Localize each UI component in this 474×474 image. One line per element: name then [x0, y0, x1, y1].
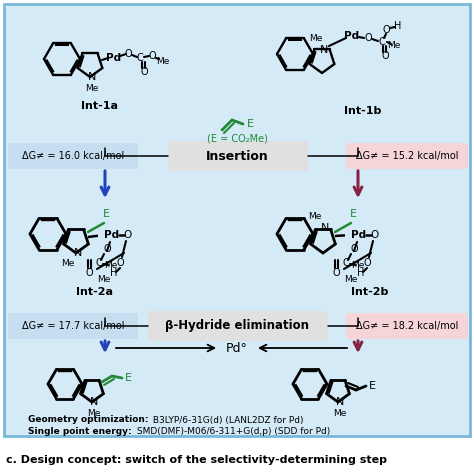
Text: Int-1b: Int-1b [344, 106, 382, 116]
Text: H: H [110, 268, 118, 278]
Text: Me: Me [97, 274, 111, 283]
FancyBboxPatch shape [346, 313, 468, 339]
Text: Insertion: Insertion [206, 149, 268, 163]
Text: O: O [350, 244, 358, 254]
Text: Me: Me [310, 34, 323, 43]
Text: E: E [368, 381, 375, 391]
FancyBboxPatch shape [8, 143, 138, 169]
Text: O: O [124, 230, 132, 240]
Text: N: N [88, 72, 96, 82]
Text: Me: Me [87, 409, 100, 418]
Text: Me: Me [308, 211, 322, 220]
Text: H: H [394, 21, 401, 31]
Text: Pd°: Pd° [226, 341, 248, 355]
Text: O: O [381, 51, 389, 61]
Text: N: N [90, 397, 98, 407]
Text: c. Design concept: switch of the selectivity-determining step: c. Design concept: switch of the selecti… [6, 455, 387, 465]
Text: Geometry optimization:: Geometry optimization: [28, 416, 148, 425]
FancyBboxPatch shape [4, 4, 470, 436]
Text: Pd: Pd [104, 230, 119, 240]
Text: E: E [102, 209, 109, 219]
Text: Me: Me [156, 56, 170, 65]
Text: C: C [96, 258, 102, 268]
Text: Pd: Pd [345, 31, 360, 41]
Text: O: O [364, 33, 372, 43]
Text: N: N [74, 248, 82, 258]
Text: β-Hydride elimination: β-Hydride elimination [165, 319, 309, 332]
Text: Me: Me [351, 261, 365, 270]
Text: C: C [137, 53, 143, 63]
Text: SMD(DMF)-M06/6-311+G(d,p) (SDD for Pd): SMD(DMF)-M06/6-311+G(d,p) (SDD for Pd) [134, 428, 330, 437]
Text: Pd: Pd [107, 53, 121, 63]
Text: O: O [332, 268, 340, 278]
Text: O: O [116, 258, 124, 268]
FancyBboxPatch shape [168, 141, 308, 171]
Text: Single point energy:: Single point energy: [28, 428, 132, 437]
Text: Me: Me [387, 40, 401, 49]
Text: ΔG≠ = 16.0 kcal/mol: ΔG≠ = 16.0 kcal/mol [22, 151, 124, 161]
FancyBboxPatch shape [148, 311, 328, 341]
Text: Me: Me [344, 274, 358, 283]
Text: E: E [246, 119, 254, 129]
Text: ΔG≠ = 17.7 kcal/mol: ΔG≠ = 17.7 kcal/mol [22, 321, 124, 331]
Text: Me: Me [104, 261, 118, 270]
Text: C: C [343, 258, 349, 268]
Text: N: N [321, 223, 329, 233]
Text: E: E [349, 209, 356, 219]
Text: N: N [320, 45, 328, 55]
Text: O: O [371, 230, 379, 240]
Text: Me: Me [85, 83, 99, 92]
Text: Me: Me [61, 258, 75, 267]
FancyBboxPatch shape [346, 143, 468, 169]
Text: H: H [357, 268, 365, 278]
FancyBboxPatch shape [8, 313, 138, 339]
Text: O: O [103, 244, 111, 254]
Text: C: C [379, 37, 385, 47]
Text: O: O [148, 51, 156, 61]
Text: Int-1a: Int-1a [82, 101, 118, 111]
Text: (E = CO₂Me): (E = CO₂Me) [207, 133, 267, 143]
Text: E: E [125, 373, 131, 383]
Text: Int-2a: Int-2a [76, 287, 113, 297]
Text: O: O [124, 49, 132, 59]
Text: ΔG≠ = 18.2 kcal/mol: ΔG≠ = 18.2 kcal/mol [356, 321, 458, 331]
Text: O: O [140, 67, 148, 77]
Text: O: O [363, 258, 371, 268]
Text: Pd: Pd [351, 230, 366, 240]
Text: O: O [382, 25, 390, 35]
Text: O: O [85, 268, 93, 278]
Text: N: N [336, 397, 344, 407]
Text: Me: Me [333, 409, 346, 418]
Text: Int-2b: Int-2b [351, 287, 389, 297]
Text: B3LYP/6-31G(d) (LANL2DZ for Pd): B3LYP/6-31G(d) (LANL2DZ for Pd) [151, 416, 304, 425]
Text: ΔG≠ = 15.2 kcal/mol: ΔG≠ = 15.2 kcal/mol [356, 151, 458, 161]
